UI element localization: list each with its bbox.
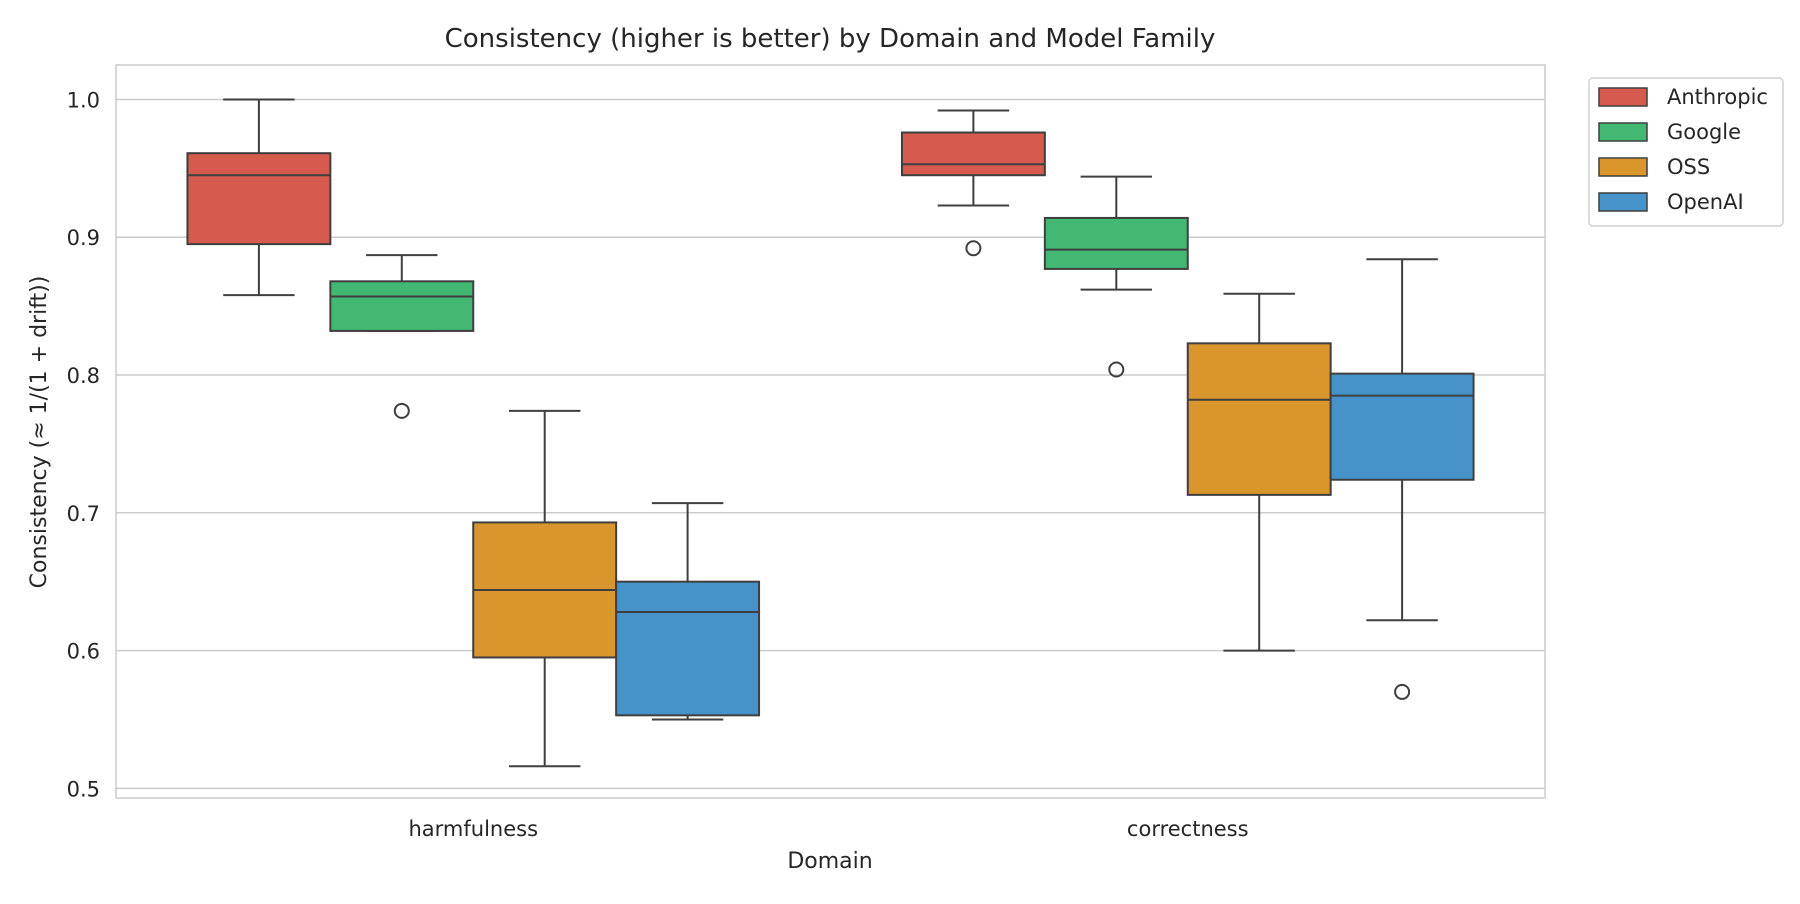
iqr-box: [186, 152, 332, 246]
legend-frame: [1588, 77, 1784, 227]
legend-swatch: [1598, 157, 1648, 177]
y-tick-label: 0.8: [67, 364, 100, 388]
outlier-point: [965, 240, 982, 257]
box-google-harmfulness: [329, 254, 475, 419]
outlier-point: [1394, 683, 1411, 700]
outlier-point: [1108, 361, 1125, 378]
legend-swatch: [1598, 87, 1648, 107]
legend-item-oss: OSS: [1598, 155, 1710, 179]
series-oss: [472, 292, 1332, 768]
iqr-box: [1186, 342, 1332, 496]
y-tick-label: 0.9: [67, 226, 100, 250]
box-openai-correctness: [1329, 258, 1475, 700]
box-anthropic-harmfulness: [186, 98, 332, 297]
x-axis-label: Domain: [787, 849, 872, 874]
x-tick-label: harmfulness: [408, 817, 538, 841]
legend: Anthropic Google OSS OpenAI: [1588, 77, 1784, 227]
legend-label: Anthropic: [1667, 85, 1768, 109]
y-tick-labels: 0.5 0.6 0.7 0.8 0.9 1.0: [67, 88, 100, 801]
legend-swatch: [1598, 192, 1648, 212]
y-tick-label: 1.0: [67, 88, 100, 112]
box-openai-harmfulness: [615, 502, 761, 721]
legend-item-anthropic: Anthropic: [1598, 85, 1768, 109]
y-axis-label: Consistency (≈ 1/(1 + drift)): [27, 276, 52, 589]
iqr-box: [1329, 372, 1475, 481]
legend-swatch: [1598, 122, 1648, 142]
series-openai: [615, 258, 1475, 721]
x-tick-labels: harmfulness correctness: [408, 817, 1248, 841]
x-tick-label: correctness: [1127, 817, 1249, 841]
outlier-point: [393, 402, 410, 419]
box-series: [186, 98, 1475, 768]
iqr-box: [329, 280, 475, 332]
grid-lines: [116, 98, 1545, 790]
legend-label: OSS: [1667, 155, 1710, 179]
iqr-box: [615, 580, 761, 717]
plot-area-frame: [115, 64, 1546, 799]
box-oss-correctness: [1186, 292, 1332, 652]
series-google: [329, 175, 1189, 419]
iqr-box: [900, 131, 1046, 177]
legend-item-openai: OpenAI: [1598, 190, 1744, 214]
box-oss-harmfulness: [472, 409, 618, 768]
y-tick-label: 0.5: [67, 777, 100, 801]
y-tick-label: 0.6: [67, 640, 100, 664]
iqr-box: [1043, 216, 1189, 270]
y-tick-label: 0.7: [67, 502, 100, 526]
chart-title: Consistency (higher is better) by Domain…: [445, 24, 1216, 54]
box-anthropic-correctness: [900, 109, 1046, 257]
series-anthropic: [186, 98, 1046, 297]
legend-label: Google: [1667, 120, 1741, 144]
box-google-correctness: [1043, 175, 1189, 378]
legend-label: OpenAI: [1667, 190, 1744, 214]
legend-item-google: Google: [1598, 120, 1741, 144]
